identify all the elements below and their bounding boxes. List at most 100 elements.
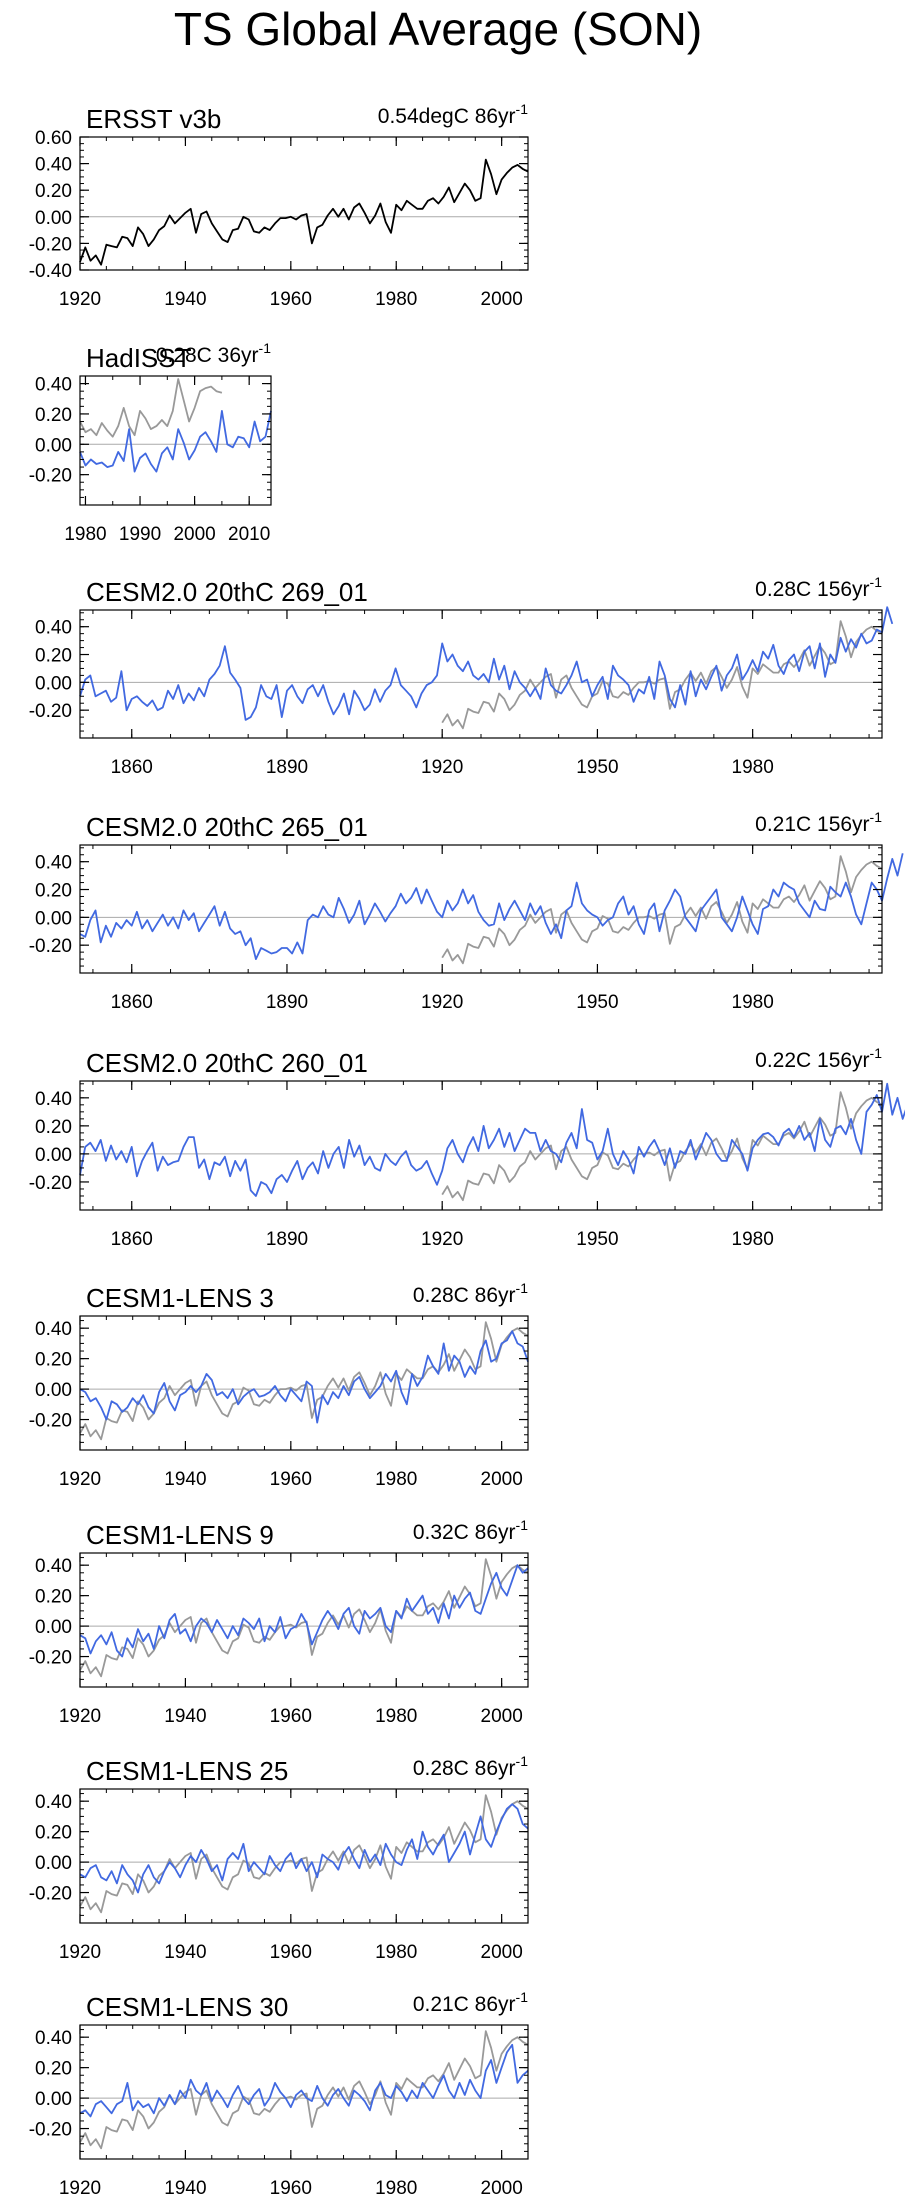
x-tick-label: 1860 [111, 1229, 153, 1250]
y-tick-label: 0.00 [35, 1617, 72, 1638]
series-line-observed [79, 2030, 529, 2150]
x-tick-label: 1960 [270, 1469, 312, 1490]
y-tick-label: 0.20 [35, 181, 72, 202]
chart-panel-6: -0.20 0.00 0.20 0.40 1920 1940 1960 1980 2000 CES… [29, 1280, 529, 1490]
y-tick-label: 0.20 [35, 2059, 72, 2080]
x-tick-label: 1960 [270, 1942, 312, 1963]
y-tick-label: 0.40 [35, 2028, 72, 2049]
y-tick-label: 0.00 [35, 908, 72, 929]
x-tick-label: 1980 [375, 1706, 417, 1727]
trend-exponent: -1 [516, 1753, 529, 1769]
chart-panel-7: -0.20 0.00 0.20 0.40 1920 1940 1960 1980 2000 CES… [29, 1517, 529, 1727]
y-tick-label: -0.20 [29, 2120, 72, 2141]
y-tick-label: 0.00 [35, 1853, 72, 1874]
plot-frame [79, 1552, 529, 1688]
trend-label: 0.28C 86yr-1 [413, 1753, 528, 1780]
y-tick-label: 0.00 [35, 673, 72, 694]
x-tick-label: 1980 [375, 1942, 417, 1963]
y-tick-label: 0.40 [35, 1319, 72, 1340]
trend-label: 0.28C 156yr-1 [755, 574, 882, 601]
series-line-observed [441, 855, 883, 965]
y-tick-label: 0.20 [35, 1587, 72, 1608]
x-tick-label: 1890 [266, 1229, 308, 1250]
panel-title: ERSST v3b [86, 104, 221, 134]
x-tick-label: 1920 [59, 1469, 101, 1490]
y-tick-label: 0.40 [35, 618, 72, 639]
panel-title: CESM1-LENS 9 [86, 1520, 274, 1550]
x-tick-label: 1940 [164, 1942, 206, 1963]
panel-title: CESM2.0 20thC 269_01 [86, 577, 368, 607]
panel-title: HadISST [86, 343, 192, 373]
panel-title: CESM2.0 20thC 265_01 [86, 812, 368, 842]
x-tick-label: 1920 [421, 757, 463, 778]
y-tick-label: 0.20 [35, 1350, 72, 1371]
x-tick-label: 1940 [164, 1469, 206, 1490]
series-line-model [79, 853, 904, 960]
y-tick-label: 0.00 [35, 1380, 72, 1401]
trend-label: 0.32C 86yr-1 [413, 1517, 528, 1544]
chart-panel-9: -0.20 0.00 0.20 0.40 1920 1940 1960 1980 2000 CES… [29, 1989, 529, 2199]
series-line-observed [79, 158, 529, 266]
x-tick-label: 1920 [421, 992, 463, 1013]
x-tick-label: 1920 [59, 289, 101, 310]
series-line-observed [79, 1321, 529, 1441]
x-tick-label: 1960 [270, 2178, 312, 2199]
x-tick-label: 1980 [732, 1229, 774, 1250]
trend-label: 0.22C 156yr-1 [755, 1045, 882, 1072]
x-tick-label: 1920 [59, 1706, 101, 1727]
x-tick-label: 1950 [576, 992, 618, 1013]
series-line-model [79, 1082, 905, 1197]
y-tick-label: 0.00 [35, 208, 72, 229]
x-tick-label: 1950 [576, 1229, 618, 1250]
x-tick-label: 1920 [59, 1942, 101, 1963]
trend-exponent: -1 [259, 340, 272, 356]
chart-panel-2: -0.20 0.00 0.20 0.40 1980 1990 2000 2010 HadISST… [29, 340, 272, 545]
y-tick-label: 0.40 [35, 1792, 72, 1813]
trend-exponent: -1 [516, 1280, 529, 1296]
x-tick-label: 1980 [732, 992, 774, 1013]
y-tick-label: -0.20 [29, 1411, 72, 1432]
x-tick-label: 1890 [266, 757, 308, 778]
plot-frame [79, 2024, 529, 2160]
x-tick-label: 1980 [375, 1469, 417, 1490]
x-tick-label: 1960 [270, 289, 312, 310]
chart-panel-8: -0.20 0.00 0.20 0.40 1920 1940 1960 1980 2000 CES… [29, 1753, 529, 1963]
y-tick-label: -0.20 [29, 936, 72, 957]
series-line-model [79, 409, 272, 473]
y-tick-label: -0.20 [29, 234, 72, 255]
trend-exponent: -1 [516, 1989, 529, 2005]
trend-label: 0.54degC 86yr-1 [378, 101, 528, 128]
x-tick-label: 2000 [481, 1942, 523, 1963]
trend-label: 0.21C 86yr-1 [413, 1989, 528, 2016]
trend-exponent: -1 [516, 1517, 529, 1533]
x-tick-label: 1940 [164, 2178, 206, 2199]
plot-frame [79, 1315, 529, 1451]
series-line-model [79, 606, 894, 721]
chart-panel-4: -0.20 0.00 0.20 0.40 1860 1890 1920 1950 1980 CES… [29, 809, 904, 1013]
x-tick-label: 2010 [228, 524, 270, 545]
series-line-observed [79, 1794, 529, 1914]
panel-title: CESM1-LENS 25 [86, 1756, 288, 1786]
trend-label: 0.28C 36yr-1 [156, 340, 271, 367]
y-tick-label: 0.40 [35, 1089, 72, 1110]
trend-label: 0.28C 86yr-1 [413, 1280, 528, 1307]
y-tick-label: -0.20 [29, 1884, 72, 1905]
x-tick-label: 1920 [59, 2178, 101, 2199]
y-tick-label: 0.40 [35, 155, 72, 176]
y-tick-label: 0.00 [35, 1145, 72, 1166]
x-tick-label: 1940 [164, 289, 206, 310]
plot-frame [79, 1788, 529, 1924]
y-tick-label: 0.00 [35, 435, 72, 456]
y-tick-label: -0.20 [29, 466, 72, 487]
y-tick-label: -0.20 [29, 1648, 72, 1669]
y-tick-label: 0.20 [35, 405, 72, 426]
y-tick-label: 0.40 [35, 375, 72, 396]
trend-exponent: -1 [870, 574, 883, 590]
panel-title: CESM1-LENS 30 [86, 1992, 288, 2022]
y-tick-label: 0.20 [35, 1117, 72, 1138]
x-tick-label: 1920 [421, 1229, 463, 1250]
series-line-observed [79, 378, 223, 438]
panel-title: CESM2.0 20thC 260_01 [86, 1048, 368, 1078]
y-tick-label: 0.40 [35, 853, 72, 874]
x-tick-label: 2000 [173, 524, 215, 545]
